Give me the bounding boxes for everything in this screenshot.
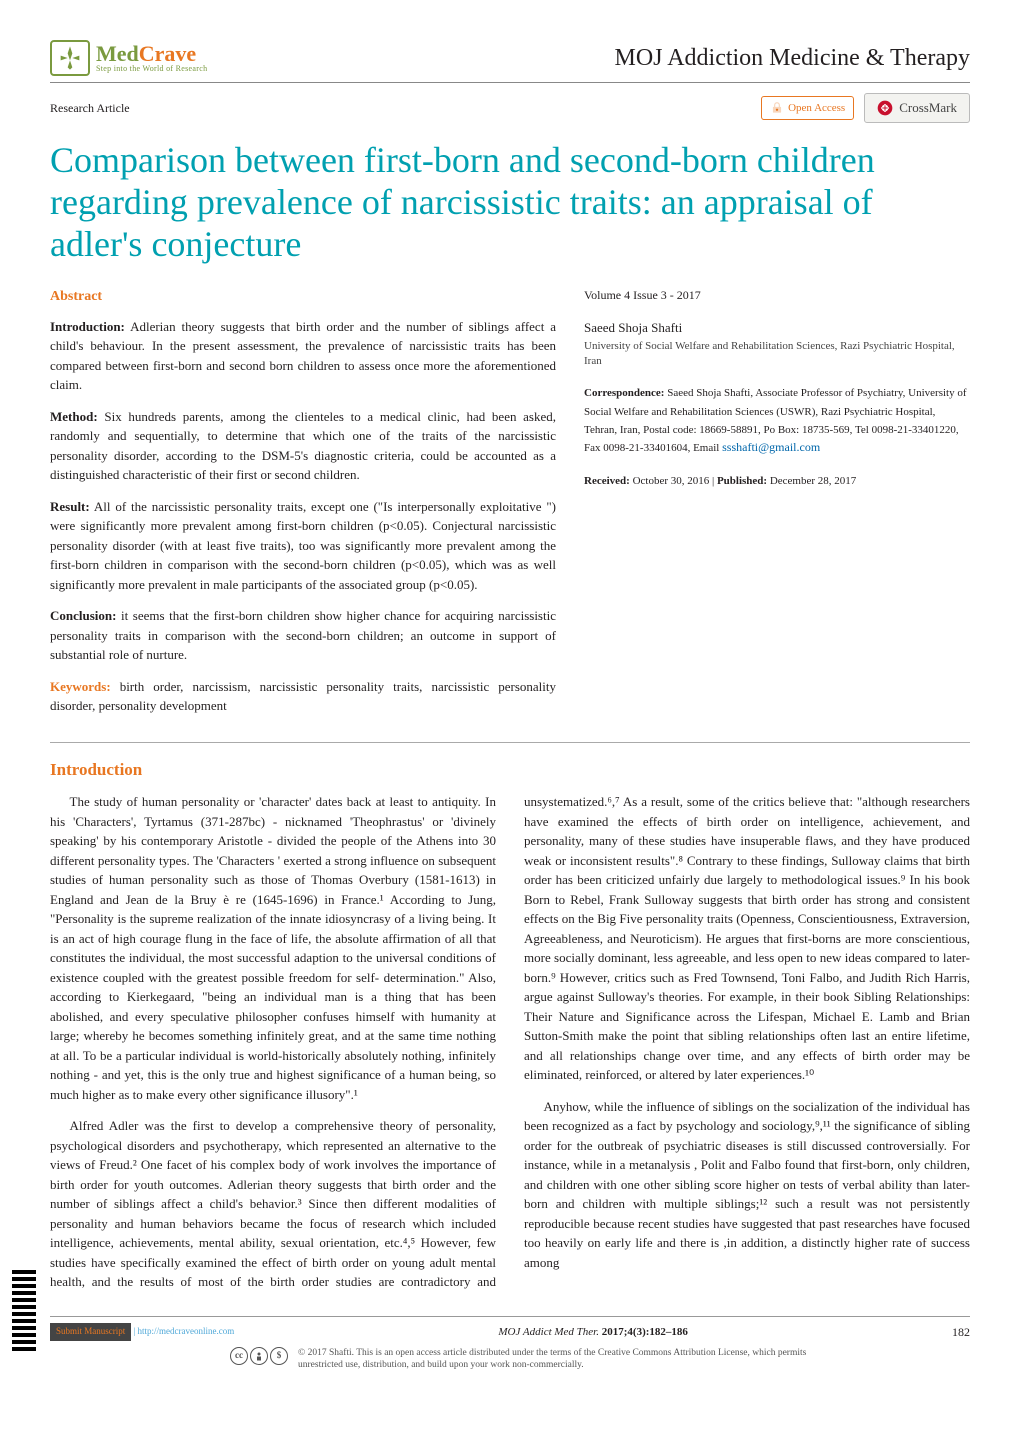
citation-journal: MOJ Addict Med Ther. — [498, 1326, 601, 1338]
article-type: Research Article — [50, 99, 130, 117]
submit-url[interactable]: | http://medcraveonline.com — [131, 1326, 234, 1336]
conclusion-text: it seems that the first-born children sh… — [50, 608, 556, 662]
logo-tagline: Step into the World of Research — [96, 65, 207, 73]
abstract-method: Method: Six hundreds parents, among the … — [50, 407, 556, 485]
citation: MOJ Addict Med Ther. 2017;4(3):182‒186 — [498, 1324, 688, 1341]
result-label: Result: — [50, 499, 90, 514]
logo-icon — [50, 40, 90, 76]
open-access-label: Open Access — [788, 100, 845, 117]
keywords-label: Keywords: — [50, 679, 111, 694]
cc-badge: cc $ — [230, 1347, 288, 1365]
intro-text: Adlerian theory suggests that birth orde… — [50, 319, 556, 393]
logo-brand: MedCrave — [96, 43, 207, 65]
abstract-keywords: Keywords: birth order, narcissism, narci… — [50, 677, 556, 716]
intro-p1: The study of human personality or 'chara… — [50, 792, 496, 1104]
submit-manuscript-wrap: Submit Manuscript | http://medcraveonlin… — [50, 1323, 234, 1341]
crossmark-badge[interactable]: CrossMark — [864, 93, 970, 123]
open-access-icon — [770, 101, 784, 115]
header-rule — [50, 82, 970, 83]
conclusion-label: Conclusion: — [50, 608, 116, 623]
article-title: Comparison between first-born and second… — [50, 139, 970, 266]
intro-label: Introduction: — [50, 319, 125, 334]
keywords-text: birth order, narcissism, narcissistic pe… — [50, 679, 556, 714]
meta-column: Volume 4 Issue 3 - 2017 Saeed Shoja Shaf… — [584, 286, 970, 728]
logo-crave: Crave — [139, 41, 196, 66]
cc-by-icon — [250, 1347, 268, 1365]
journal-name: MOJ Addiction Medicine & Therapy — [615, 40, 971, 76]
correspondence-label: Correspondence: — [584, 387, 667, 399]
logo-med: Med — [96, 41, 139, 66]
open-access-badge[interactable]: Open Access — [761, 96, 854, 121]
volume-issue: Volume 4 Issue 3 - 2017 — [584, 286, 970, 304]
badges-row: Research Article Open Access CrossMark — [50, 93, 970, 123]
cc-nc-icon: $ — [270, 1347, 288, 1365]
submit-label: Submit Manuscript — [56, 1325, 125, 1339]
published-label: Published: — [717, 475, 770, 487]
received-label: Received: — [584, 475, 633, 487]
citation-ref: 2017;4(3):182‒186 — [602, 1326, 688, 1338]
abstract-column: Abstract Introduction: Adlerian theory s… — [50, 286, 556, 728]
barcode-icon — [12, 1270, 36, 1390]
license-text: © 2017 Shafti. This is an open access ar… — [298, 1347, 838, 1372]
body-text: The study of human personality or 'chara… — [50, 792, 970, 1292]
intro-p3: Anyhow, while the influence of siblings … — [524, 1097, 970, 1273]
crossmark-label: CrossMark — [899, 98, 957, 118]
method-label: Method: — [50, 409, 98, 424]
introduction-heading: Introduction — [50, 757, 970, 783]
author-affiliation: University of Social Welfare and Rehabil… — [584, 339, 970, 369]
published-date: December 28, 2017 — [770, 475, 856, 487]
section-rule — [50, 742, 970, 743]
abstract-conclusion: Conclusion: it seems that the first-born… — [50, 606, 556, 665]
publisher-logo: MedCrave Step into the World of Research — [50, 40, 207, 76]
submit-manuscript-button[interactable]: Submit Manuscript — [50, 1323, 131, 1341]
abstract-heading: Abstract — [50, 286, 556, 307]
abstract-result: Result: All of the narcissistic personal… — [50, 497, 556, 595]
header: MedCrave Step into the World of Research… — [50, 40, 970, 76]
correspondence-email[interactable]: ssshafti@gmail.com — [722, 440, 820, 454]
cc-icon: cc — [230, 1347, 248, 1365]
method-text: Six hundreds parents, among the clientel… — [50, 409, 556, 483]
received-date: October 30, 2016 | — [633, 475, 717, 487]
page-number: 182 — [952, 1323, 970, 1341]
footer: Submit Manuscript | http://medcraveonlin… — [50, 1316, 970, 1372]
license-row: cc $ © 2017 Shafti. This is an open acce… — [50, 1347, 970, 1372]
result-text: All of the narcissistic personality trai… — [50, 499, 556, 592]
author-name: Saeed Shoja Shafti — [584, 318, 970, 338]
abstract-intro: Introduction: Adlerian theory suggests t… — [50, 317, 556, 395]
crossmark-icon — [877, 100, 893, 116]
